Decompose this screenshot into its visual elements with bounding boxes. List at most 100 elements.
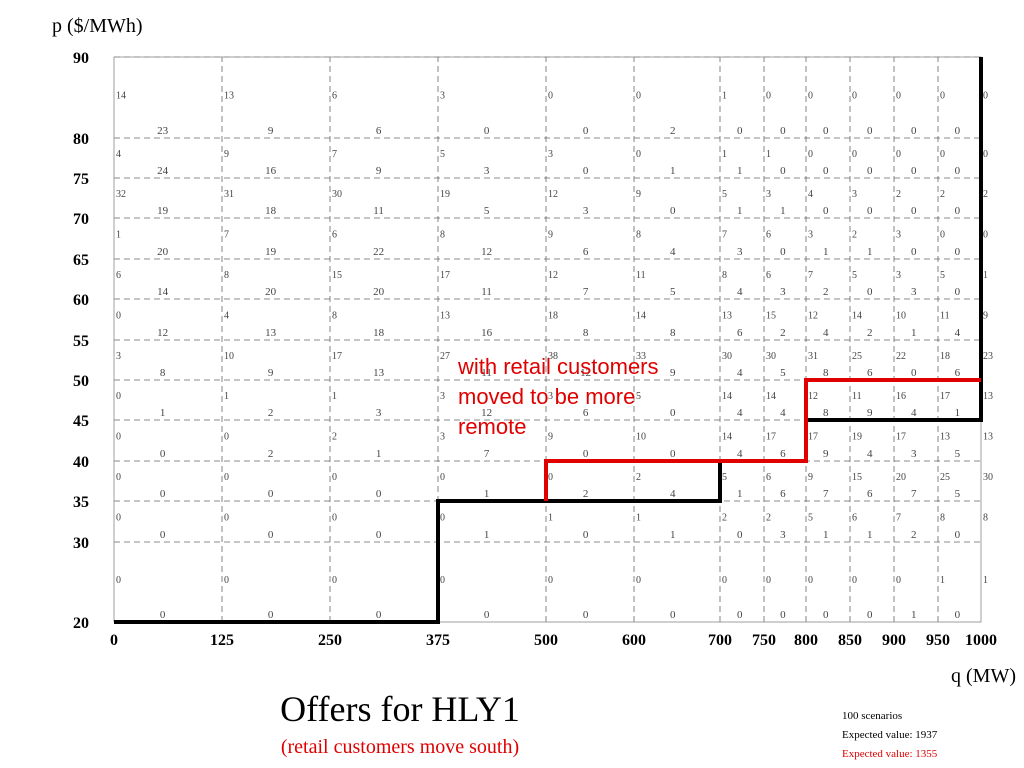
cell-count-lower: 15: [766, 311, 776, 322]
cell-count-upper: 4: [911, 407, 917, 419]
cell-count-upper: 0: [955, 286, 961, 298]
cell-count-lower: 3: [896, 230, 901, 241]
cell-count-lower: 2: [983, 189, 988, 200]
cell-count-lower: 11: [852, 391, 862, 402]
cell-count-upper: 0: [268, 609, 274, 621]
cell-count-lower: 6: [332, 91, 337, 102]
y-tick-label: 35: [73, 494, 89, 511]
cell-count-upper: 1: [823, 529, 829, 541]
cell-count-lower: 0: [940, 149, 945, 160]
cell-count-lower: 3: [808, 230, 813, 241]
cell-count-lower: 0: [852, 575, 857, 586]
cell-count-upper: 18: [373, 327, 385, 339]
cell-count-upper: 0: [376, 488, 382, 500]
cell-count-lower: 9: [636, 189, 641, 200]
cell-count-lower: 3: [852, 189, 857, 200]
cell-count-upper: 1: [737, 488, 743, 500]
cell-count-upper: 3: [583, 205, 589, 217]
step-line-black: [114, 57, 983, 624]
cell-count-upper: 0: [160, 529, 166, 541]
cell-count-lower: 3: [116, 351, 121, 362]
cell-count-upper: 7: [823, 488, 829, 500]
cell-count-lower: 30: [722, 351, 732, 362]
cell-count-upper: 4: [670, 488, 676, 500]
annotation-text: with retail customers moved to be more r…: [458, 354, 659, 439]
cell-count-upper: 0: [160, 609, 166, 621]
cell-count-upper: 0: [268, 0, 274, 3]
cell-count-lower: 12: [548, 189, 558, 200]
cell-count-lower: 5: [722, 472, 727, 483]
cell-count-lower: 9: [548, 230, 553, 241]
cell-count-lower: 14: [722, 391, 732, 402]
cell-count-upper: 5: [670, 286, 676, 298]
cell-count-upper: 0: [955, 0, 961, 3]
cell-count-upper: 0: [160, 488, 166, 500]
cell-count-upper: 13: [265, 327, 277, 339]
cell-count-lower: 6: [766, 472, 771, 483]
y-tick-label: 20: [73, 615, 89, 632]
cell-count-upper: 5: [955, 488, 961, 500]
y-tick-label: 45: [73, 413, 89, 430]
y-tick-label: 60: [73, 292, 89, 309]
cell-count-lower: 1: [940, 575, 945, 586]
cell-count-labels: 23 9 6 0 0 2 0 0 0 0 0 024 16 9 3 0 1 1 0 0 0 0 019 18 11 5 3 0 1 1 0 0…: [116, 0, 993, 621]
cell-count-lower: 1: [548, 513, 553, 524]
cell-count-upper: 4: [737, 367, 743, 379]
cell-count-upper: 9: [867, 407, 873, 419]
cell-count-upper: 4: [955, 327, 961, 339]
cell-count-lower: 6: [766, 230, 771, 241]
cell-count-upper: 1: [160, 407, 166, 419]
x-tick-label: 700: [708, 632, 732, 649]
cell-count-upper: 0: [670, 0, 676, 3]
cell-count-lower: 9: [983, 311, 988, 322]
cell-count-upper: 8: [160, 367, 166, 379]
cell-count-upper: 0: [670, 205, 676, 217]
cell-count-upper: 0: [780, 165, 786, 177]
cell-count-lower: 16: [896, 391, 906, 402]
cell-count-lower: 7: [224, 230, 229, 241]
cell-count-lower: 1: [983, 575, 988, 586]
x-tick-label: 800: [794, 632, 818, 649]
cell-count-upper: 0: [867, 286, 873, 298]
x-tick-label: 375: [426, 632, 450, 649]
cell-count-upper: 9: [823, 448, 829, 460]
cell-count-upper: 12: [481, 407, 492, 419]
cell-count-upper: 0: [823, 0, 829, 3]
chart-subtitle: (retail customers move south): [280, 736, 520, 758]
cell-count-lower: 9: [548, 432, 553, 443]
cell-count-lower: 0: [896, 91, 901, 102]
cell-count-lower: 5: [440, 149, 445, 160]
cell-count-upper: 9: [376, 165, 382, 177]
cell-count-lower: 0: [332, 513, 337, 524]
cell-count-lower: 0: [766, 575, 771, 586]
cell-count-lower: 1: [766, 149, 771, 160]
x-tick-label: 850: [838, 632, 862, 649]
cell-count-lower: 0: [332, 472, 337, 483]
cell-count-upper: 9: [268, 367, 274, 379]
cell-count-upper: 1: [737, 205, 743, 217]
cell-count-lower: 12: [548, 270, 558, 281]
cell-count-upper: 7: [484, 448, 490, 460]
cell-count-upper: 3: [780, 529, 786, 541]
cell-count-lower: 13: [224, 91, 234, 102]
cell-count-upper: 0: [160, 0, 166, 3]
cell-count-upper: 6: [867, 488, 873, 500]
cell-count-upper: 0: [823, 205, 829, 217]
cell-count-lower: 0: [766, 91, 771, 102]
cell-count-upper: 3: [376, 407, 382, 419]
y-tick-label: 90: [73, 50, 89, 67]
cell-count-lower: 1: [116, 230, 121, 241]
x-tick-label: 250: [318, 632, 342, 649]
cell-count-upper: 12: [481, 246, 492, 258]
cell-count-upper: 4: [670, 246, 676, 258]
cell-count-lower: 6: [852, 513, 857, 524]
cell-count-upper: 0: [911, 205, 917, 217]
cell-count-upper: 0: [484, 125, 490, 137]
cell-count-lower: 9: [224, 149, 229, 160]
cell-count-lower: 8: [983, 513, 988, 524]
cell-count-upper: 1: [867, 529, 873, 541]
cell-count-upper: 0: [268, 529, 274, 541]
cell-count-lower: 5: [722, 189, 727, 200]
cell-count-upper: 3: [780, 286, 786, 298]
y-tick-label: 30: [73, 535, 89, 552]
